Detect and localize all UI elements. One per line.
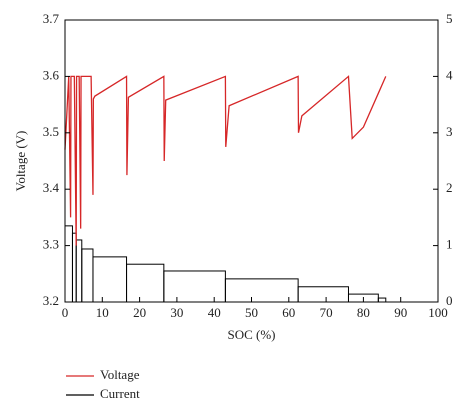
y2-tick-label: 3: [446, 124, 453, 139]
x-tick-label: 70: [320, 305, 333, 320]
voltage-line: [64, 75, 387, 246]
x-tick-label: 20: [133, 305, 146, 320]
current-bar: [64, 225, 73, 303]
plot-frame: [64, 19, 439, 303]
legend-label: Voltage: [100, 367, 140, 382]
x-tick-label: 90: [394, 305, 407, 320]
y2-tick-label: 5: [446, 11, 453, 26]
y-tick-label: 3.7: [43, 11, 60, 26]
current-bar: [297, 286, 349, 303]
current-bar: [163, 270, 226, 303]
current-bar: [81, 248, 94, 303]
x-tick-label: 10: [96, 305, 109, 320]
y2-tick-label: 1: [446, 237, 453, 252]
current-bar: [75, 239, 83, 303]
x-tick-label: 40: [208, 305, 221, 320]
current-bar: [92, 256, 128, 303]
x-tick-label: 0: [62, 305, 69, 320]
x-tick-label: 30: [170, 305, 183, 320]
legend-label: Current: [100, 386, 140, 401]
x-tick-label: 80: [357, 305, 370, 320]
current-bar: [377, 297, 387, 303]
y-tick-label: 3.4: [43, 180, 60, 195]
x-tick-label: 50: [245, 305, 258, 320]
y-tick-label: 3.3: [43, 237, 59, 252]
current-bar: [126, 263, 165, 303]
x-tick-label: 60: [282, 305, 295, 320]
x-axis-label: SOC (%): [227, 327, 275, 342]
y2-tick-label: 4: [446, 67, 453, 82]
y-tick-label: 3.5: [43, 124, 59, 139]
y-tick-label: 3.6: [43, 67, 60, 82]
current-bar: [224, 278, 299, 303]
x-tick-label: 100: [428, 305, 448, 320]
y-tick-label: 3.2: [43, 293, 59, 308]
y-axis-label: Voltage (V): [13, 131, 28, 192]
y2-tick-label: 2: [446, 180, 453, 195]
y2-tick-label: 0: [446, 293, 453, 308]
